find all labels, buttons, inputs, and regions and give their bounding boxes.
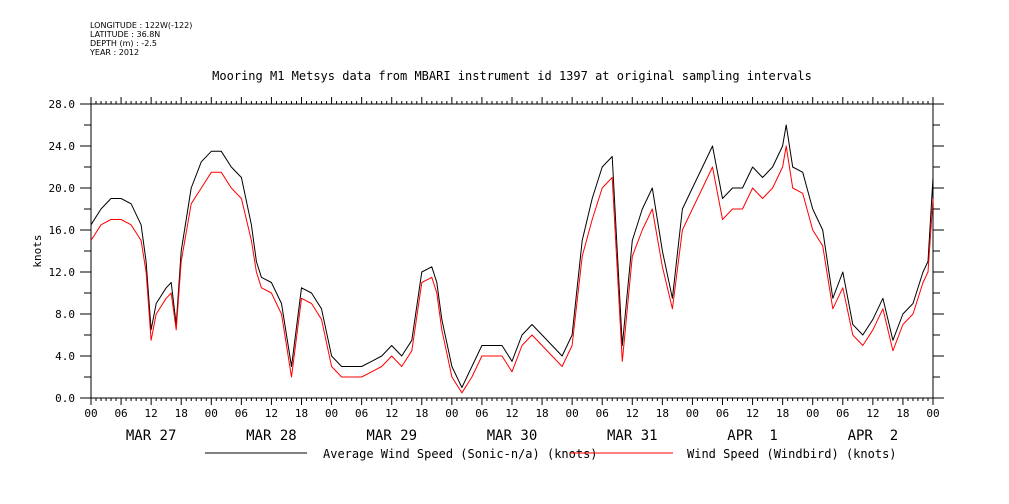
day-label: APR 2 [848, 428, 899, 444]
year-label: YEAR : 2012 [90, 48, 140, 57]
x-tick-label: 06 [235, 407, 248, 420]
depth-label: DEPTH (m) : -2.5 [90, 39, 157, 48]
y-tick-label: 8.0 [55, 308, 75, 321]
series-windbird-wind-speed [90, 145, 934, 394]
x-tick-label: 12 [505, 407, 518, 420]
x-tick-label: 06 [596, 407, 609, 420]
day-label: MAR 27 [126, 428, 177, 444]
day-label: MAR 31 [607, 428, 658, 444]
y-tick-label: 4.0 [55, 350, 75, 363]
x-tick-label: 12 [385, 407, 398, 420]
day-label: MAR 30 [487, 428, 538, 444]
day-label: MAR 28 [246, 428, 297, 444]
day-label: MAR 29 [366, 428, 417, 444]
y-axis-label: knots [31, 234, 44, 267]
day-label: APR 1 [727, 428, 778, 444]
legend-label-average-wind-speed: Average Wind Speed (Sonic-n/a) (knots) [323, 447, 598, 461]
x-tick-label: 00 [806, 407, 819, 420]
x-tick-label: 18 [415, 407, 428, 420]
x-tick-label: 06 [716, 407, 729, 420]
y-tick-label: 20.0 [49, 182, 76, 195]
x-tick-label: 12 [866, 407, 879, 420]
x-tick-label: 00 [926, 407, 939, 420]
x-tick-label: 12 [265, 407, 278, 420]
x-tick-label: 00 [205, 407, 218, 420]
plot-frame [90, 103, 934, 399]
x-tick-label: 18 [776, 407, 789, 420]
y-tick-label: 0.0 [55, 392, 75, 405]
x-tick-label: 12 [746, 407, 759, 420]
day-labels: MAR 27 MAR 28 MAR 29 MAR 30 MAR 31 APR 1 APR 2 [126, 428, 898, 444]
y-tick-label: 24.0 [49, 140, 76, 153]
x-tick-label: 00 [84, 407, 97, 420]
x-tick-label: 06 [475, 407, 488, 420]
y-tick-label: 28.0 [49, 98, 76, 111]
axis-ticks [80, 97, 944, 405]
x-tick-label: 06 [836, 407, 849, 420]
y-tick-label: 16.0 [49, 224, 76, 237]
x-tick-label: 12 [626, 407, 639, 420]
legend-label-windbird-wind-speed: Wind Speed (Windbird) (knots) [687, 447, 897, 461]
metadata-block: LONGITUDE : 122W(-122) LATITUDE : 36.8N … [90, 21, 192, 57]
legend: Average Wind Speed (Sonic-n/a) (knots) W… [205, 447, 897, 461]
x-tick-label: 06 [355, 407, 368, 420]
series-layer [90, 124, 934, 394]
x-tick-label: 06 [114, 407, 127, 420]
series-average-wind-speed [90, 124, 934, 388]
y-tick-label: 12.0 [49, 266, 76, 279]
x-tick-label: 18 [295, 407, 308, 420]
x-tick-label: 00 [566, 407, 579, 420]
longitude-label: LONGITUDE : 122W(-122) [90, 21, 193, 30]
x-tick-label: 18 [656, 407, 669, 420]
x-tick-label: 18 [175, 407, 188, 420]
x-tick-label: 00 [325, 407, 338, 420]
x-tick-label: 12 [145, 407, 158, 420]
chart-title: Mooring M1 Metsys data from MBARI instru… [212, 69, 812, 83]
x-tick-labels: 00 06 12 18 00 06 12 18 00 06 12 18 00 06 12 18 00 06 12 18… [84, 407, 939, 420]
x-tick-label: 00 [686, 407, 699, 420]
x-tick-label: 18 [896, 407, 909, 420]
x-tick-label: 00 [445, 407, 458, 420]
latitude-label: LATITUDE : 36.8N [90, 30, 161, 39]
x-tick-label: 18 [535, 407, 548, 420]
y-tick-labels: 0.0 4.0 8.0 12.0 16.0 20.0 24.0 28.0 [49, 98, 76, 405]
